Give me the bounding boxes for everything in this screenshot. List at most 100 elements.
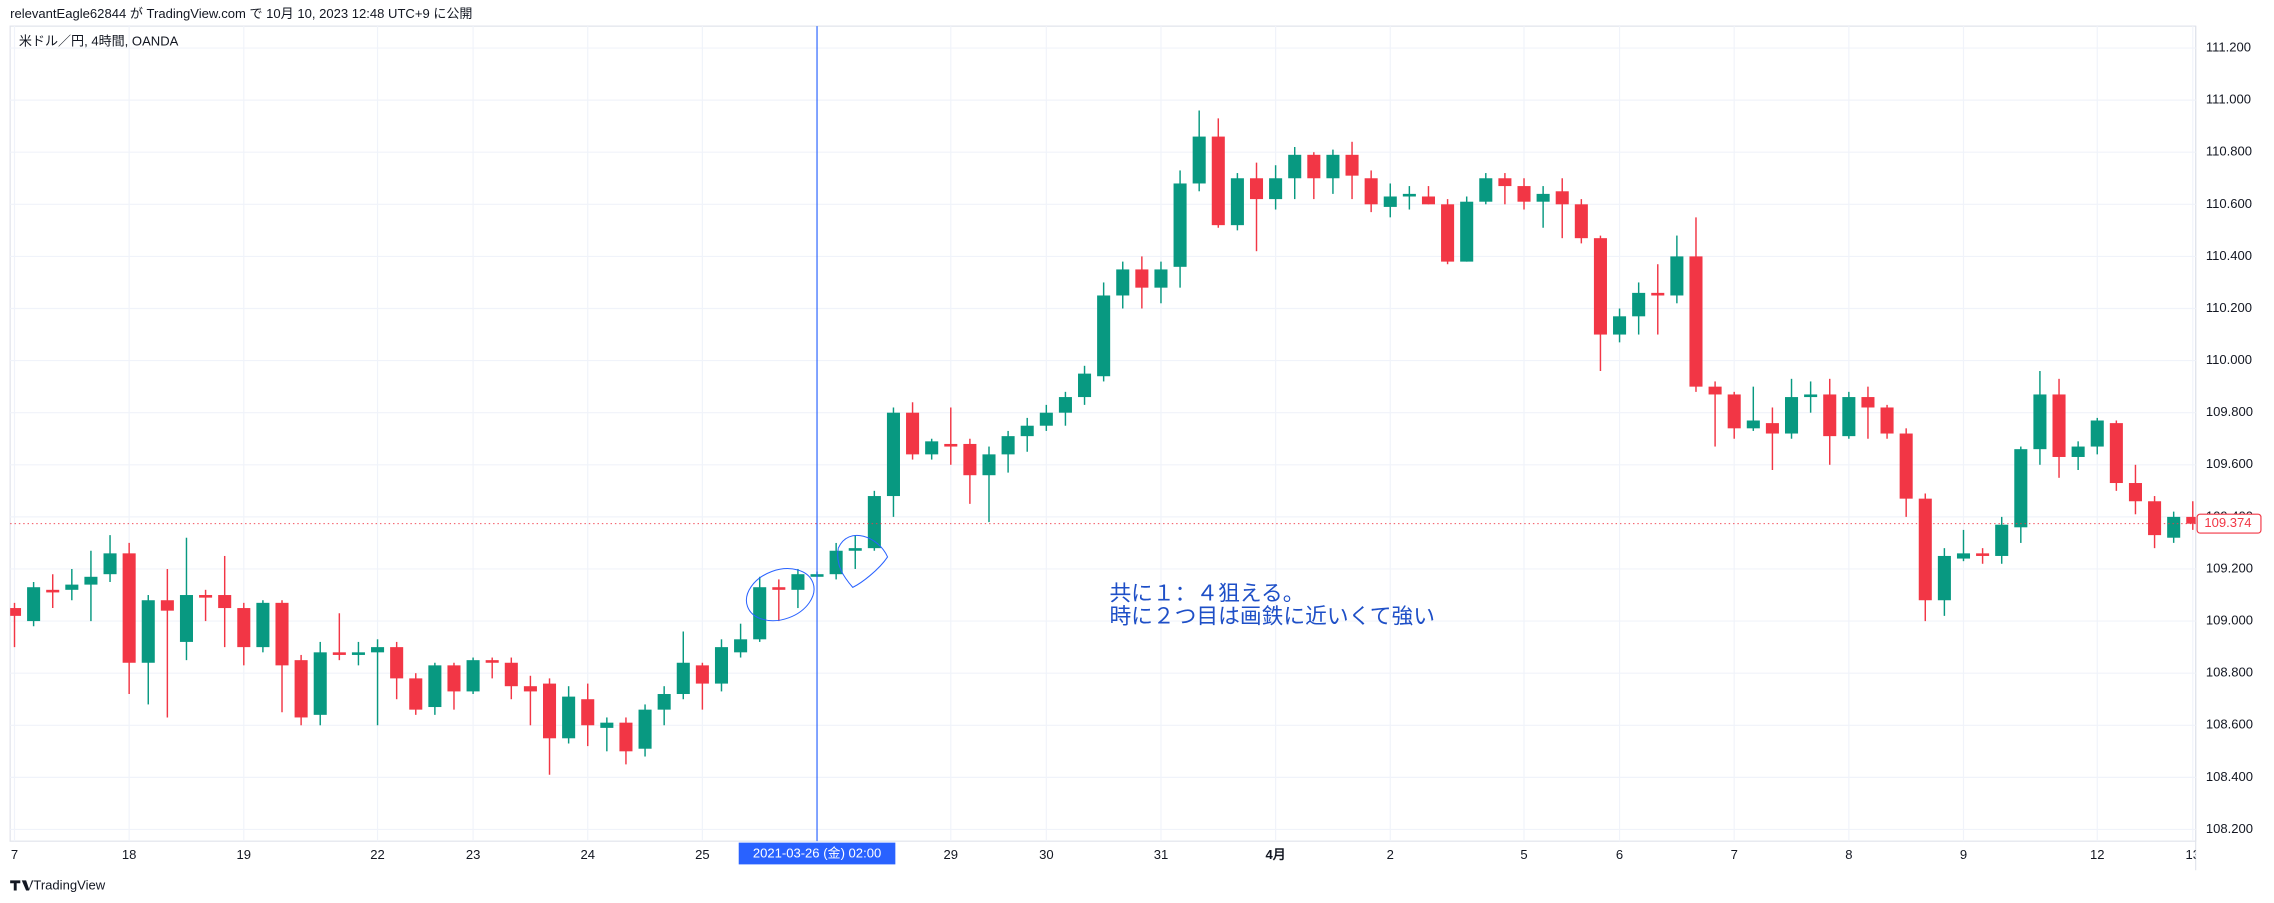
candle-body (371, 647, 385, 653)
x-tick-label: 8 (1845, 847, 1852, 862)
candle-body (1498, 178, 1512, 187)
candle-body (1995, 524, 2009, 556)
candle-body (1078, 373, 1092, 398)
y-tick-label: 108.600 (2206, 717, 2253, 732)
candle-body (1020, 425, 1034, 437)
candle-body (1288, 154, 1302, 179)
candle-body (734, 639, 748, 653)
candle-body (1135, 269, 1149, 288)
candle-body (1441, 204, 1455, 262)
candle-body (982, 454, 996, 476)
candle-body (65, 584, 79, 590)
annotation: 時に２つ目は画鉄に近いくて強い (1109, 604, 1435, 629)
candle-body (141, 600, 155, 663)
x-tick-label: 22 (370, 847, 385, 862)
y-tick-label: 108.400 (2206, 769, 2253, 784)
candle-body (10, 608, 22, 616)
candle-body (1460, 201, 1474, 262)
candle-body (906, 412, 920, 455)
candle-body (1651, 292, 1665, 296)
candle-body (1708, 386, 1722, 395)
candle-body (867, 496, 881, 549)
candle-body (160, 600, 174, 611)
logo (10, 880, 34, 891)
candle-body (1574, 204, 1588, 239)
candle-body (27, 587, 41, 622)
candle-body (428, 665, 442, 708)
y-tick-label: 109.200 (2206, 560, 2253, 575)
candle-body (1555, 191, 1569, 205)
candle-body (46, 589, 60, 593)
candle-body (1746, 420, 1760, 429)
candle-body (523, 686, 537, 692)
candle-body (2071, 446, 2085, 457)
candle-body (1173, 183, 1187, 267)
candle-body (275, 602, 289, 666)
candle-body (1632, 292, 1646, 317)
y-tick-label: 110.600 (2206, 196, 2252, 211)
crosshair-label: 2021-03-26 (金) 02:00 (753, 846, 881, 861)
candle-body (1192, 136, 1206, 184)
x-tick-label: 5 (1520, 847, 1527, 862)
candle-body (848, 548, 862, 551)
y-tick-label: 111.200 (2206, 39, 2251, 54)
y-tick-label: 110.000 (2206, 352, 2252, 367)
candle-body (1402, 193, 1416, 197)
x-tick-label: 30 (1039, 847, 1054, 862)
y-tick-label: 109.800 (2206, 404, 2253, 419)
annotation: 共に１：４狙える。 (1109, 580, 1304, 605)
candle-body (772, 587, 786, 590)
candle-body (1211, 136, 1225, 226)
y-tick-label: 109.000 (2206, 613, 2253, 628)
candle-body (1842, 397, 1856, 437)
candle-body (1364, 178, 1378, 205)
candle-body (944, 443, 958, 447)
candle-body (199, 595, 213, 598)
candle-body (1956, 553, 1971, 559)
drawn-circle (745, 568, 815, 622)
candle-body (1383, 196, 1397, 207)
candle-body (1976, 553, 1990, 556)
x-tick-label: 18 (122, 847, 137, 862)
x-tick-label: 7 (1731, 847, 1738, 862)
candle-body (581, 699, 595, 726)
candle-body (2014, 449, 2028, 528)
candle-body (1727, 394, 1741, 429)
candle-body (2109, 423, 2123, 484)
candle-body (466, 660, 480, 692)
candle-body (313, 652, 327, 715)
last-price-bg (2196, 513, 2262, 534)
candle-body (1517, 186, 1531, 202)
x-tick-label: 4月 (1265, 847, 1285, 862)
candle-body (1039, 412, 1053, 426)
candle-body (447, 665, 461, 692)
candle-body (1326, 154, 1340, 179)
y-tick-label: 110.200 (2206, 300, 2252, 315)
candle-body (2090, 420, 2104, 447)
candle-body (237, 608, 251, 648)
candle-body (963, 443, 977, 476)
x-axis: 7 18 19 22 23 24 25 29 30 31 4月 2 5 6 7 8 9 12 13 (11, 847, 2196, 862)
candle-body (2052, 394, 2066, 457)
candle-body (619, 722, 633, 752)
y-tick-label: 110.400 (2206, 248, 2252, 263)
candle-body (1307, 154, 1321, 179)
candle-body (829, 550, 843, 575)
candle-body (1230, 178, 1244, 226)
candle-body (1154, 269, 1168, 288)
y-tick-label: 108.200 (2206, 821, 2253, 836)
candle-body (351, 652, 365, 655)
candle-body (1689, 256, 1703, 387)
candle-body (1880, 407, 1894, 434)
candle-body (1249, 178, 1264, 200)
candle-body (753, 587, 767, 640)
candle-body (2033, 394, 2047, 450)
candle-body (2148, 501, 2162, 536)
candle-body (122, 553, 136, 663)
candle-body (886, 412, 900, 497)
candle-body (1593, 238, 1607, 335)
candle-body (1536, 193, 1550, 202)
candle-body (1861, 397, 1875, 408)
x-tick-label: 7 (11, 847, 18, 862)
